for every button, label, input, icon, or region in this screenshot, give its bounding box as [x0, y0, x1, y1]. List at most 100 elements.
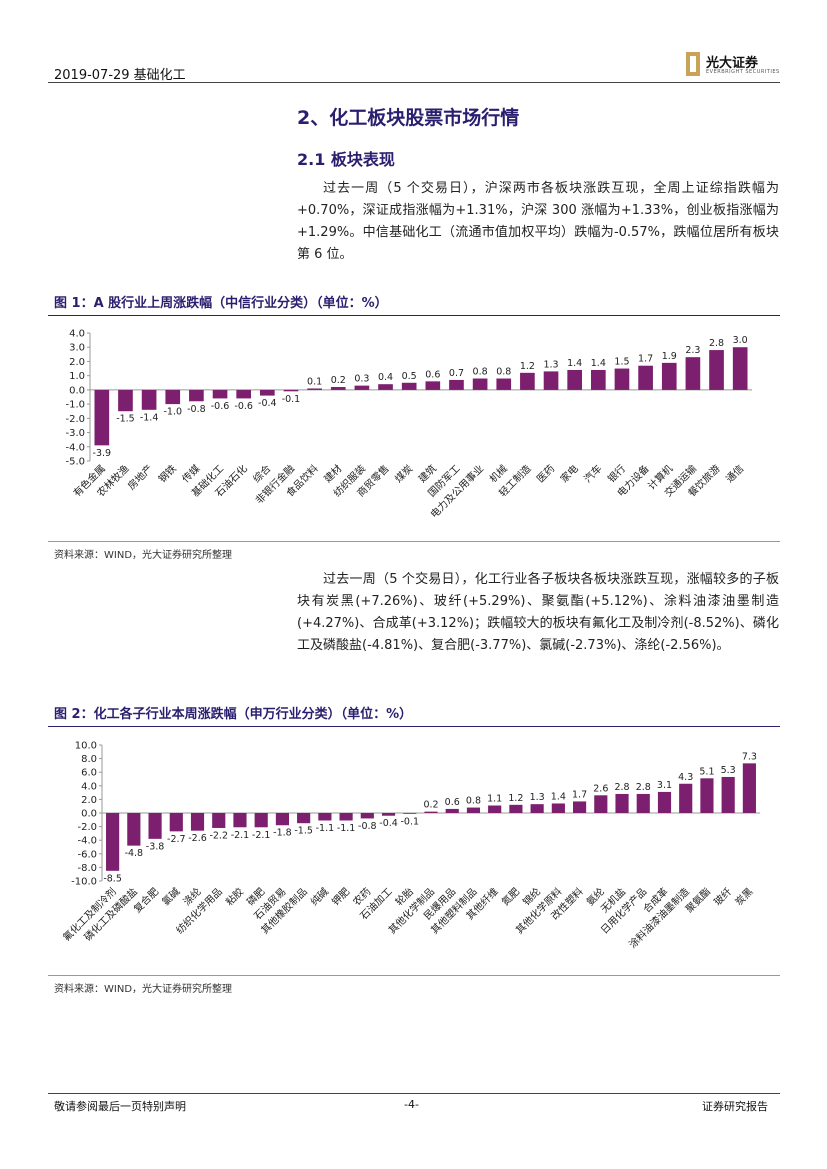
bar	[425, 381, 441, 390]
figure2-source: 资料来源：WIND，光大证券研究所整理	[54, 984, 233, 995]
bar	[275, 813, 289, 826]
bar	[283, 389, 299, 392]
data-label: 0.6	[425, 369, 440, 380]
data-label: 0.8	[473, 367, 488, 378]
category-label: 氯碱	[159, 885, 182, 908]
bar	[573, 801, 587, 813]
bar	[381, 813, 396, 816]
bar	[551, 803, 565, 813]
bar	[638, 365, 653, 390]
data-label: 0.5	[402, 371, 417, 382]
data-label: -0.6	[211, 401, 230, 412]
bar	[700, 778, 714, 813]
bar	[318, 813, 332, 821]
footer-divider	[48, 1093, 780, 1094]
bar	[236, 389, 252, 399]
category-label: 家电	[557, 462, 580, 485]
data-label: 3.0	[733, 335, 748, 346]
y-tick-label: 2.0	[69, 357, 85, 368]
data-label: 5.3	[721, 765, 736, 776]
data-label: 0.2	[423, 800, 438, 811]
data-label: -1.1	[316, 823, 335, 834]
figure1-source-rule	[48, 541, 780, 542]
market-summary-paragraph: 过去一周（5 个交易日），沪深两市各板块涨跌互现，全周上证综指跌幅为+0.70%…	[297, 181, 779, 262]
bar	[354, 385, 370, 390]
data-label: 2.8	[636, 782, 651, 793]
y-tick-label: -2.0	[65, 414, 85, 425]
bar	[148, 813, 162, 839]
chemical-subsector-change-chart: 10.0 8.0 6.0 4.0 2.0 0.0 -2.0 -4.0 -6.0 -8.0 -10.0…	[60, 741, 760, 951]
data-label: -0.1	[282, 394, 301, 405]
bar	[657, 791, 672, 813]
bar	[169, 813, 183, 832]
data-label: 0.2	[331, 375, 346, 386]
data-label: -0.1	[401, 816, 420, 827]
footer-report-type: 证券研究报告	[702, 1100, 768, 1113]
y-tick-label: 2.0	[81, 795, 97, 806]
page-number: -4-	[404, 1098, 419, 1111]
bar	[709, 350, 724, 390]
y-tick-label: -8.0	[77, 863, 97, 874]
subsection-title: 2.1 板块表现	[297, 150, 395, 169]
bar	[732, 347, 748, 390]
bar	[339, 813, 353, 821]
figure1-source: 资料来源：WIND，光大证券研究所整理	[54, 550, 233, 561]
bar	[636, 793, 650, 813]
data-label: 2.6	[593, 783, 608, 794]
bar	[212, 813, 226, 828]
data-label: -1.4	[140, 412, 159, 423]
data-label: -1.5	[116, 414, 135, 425]
y-tick-label: -3.0	[65, 428, 85, 439]
category-label: 纯碱	[308, 885, 331, 908]
bar	[615, 793, 629, 813]
data-label: 0.8	[466, 796, 481, 807]
y-tick-label: 1.0	[69, 371, 85, 382]
data-label: 2.8	[614, 782, 629, 793]
category-label: 煤炭	[392, 462, 415, 485]
bar	[594, 795, 608, 813]
bar	[424, 811, 438, 813]
bar	[378, 384, 393, 390]
bar	[259, 389, 275, 396]
industry-weekly-change-chart: 4.03.02.01.00.0-1.0-2.0-3.0-4.0-5.0-3.9有…	[65, 329, 752, 521]
data-label: -3.9	[93, 448, 112, 459]
data-label: -1.8	[273, 828, 292, 839]
category-label: 汽车	[581, 462, 604, 485]
data-label: 7.3	[742, 751, 757, 762]
category-label: 医药	[535, 463, 558, 486]
bar	[212, 389, 228, 399]
category-label: 炭黑	[733, 886, 756, 909]
data-label: -0.8	[187, 404, 206, 415]
data-label: -1.1	[337, 823, 356, 834]
y-tick-label: 4.0	[69, 329, 85, 340]
data-label: -1.5	[294, 826, 313, 837]
data-label: -8.5	[103, 873, 122, 884]
bar	[360, 813, 374, 819]
data-label: 0.4	[378, 372, 393, 383]
bar	[165, 389, 181, 405]
bar	[94, 389, 110, 446]
bar	[403, 813, 417, 814]
data-label: -0.8	[358, 821, 377, 832]
bar	[530, 804, 544, 813]
bar	[509, 804, 523, 813]
bar	[472, 378, 488, 390]
data-label: 0.6	[445, 797, 460, 808]
data-label: -2.6	[188, 833, 207, 844]
data-label: 0.7	[449, 368, 464, 379]
section-title: 2、化工板块股票市场行情	[297, 107, 520, 129]
bar	[190, 813, 205, 831]
data-label: 2.3	[685, 345, 700, 356]
bar	[445, 808, 459, 813]
y-tick-label: 3.0	[69, 343, 85, 354]
bar	[330, 387, 346, 390]
data-label: 1.7	[572, 789, 587, 800]
data-label: -4.8	[125, 848, 144, 859]
brokerage-logo: 光大证券 EVERBRIGHT SECURITIES	[686, 52, 786, 78]
data-label: 3.1	[657, 780, 672, 791]
data-label: 1.2	[508, 793, 523, 804]
bar	[466, 807, 481, 813]
category-label: 玻纤	[711, 885, 734, 908]
data-label: 1.4	[567, 358, 582, 369]
data-label: -2.1	[231, 830, 250, 841]
